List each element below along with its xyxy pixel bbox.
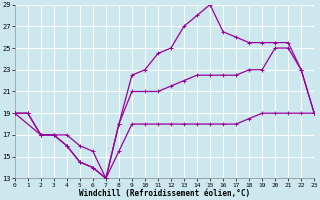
X-axis label: Windchill (Refroidissement éolien,°C): Windchill (Refroidissement éolien,°C) <box>79 189 250 198</box>
